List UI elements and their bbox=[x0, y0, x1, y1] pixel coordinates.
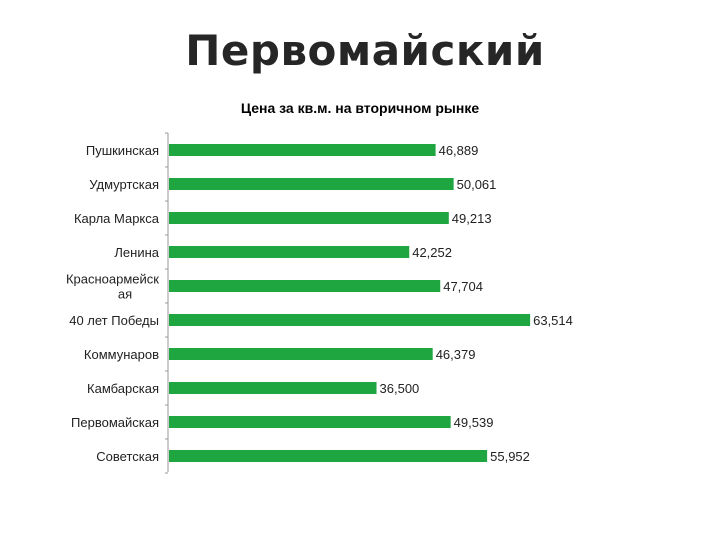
value-label: 50,061 bbox=[457, 177, 497, 192]
value-label: 49,213 bbox=[452, 211, 492, 226]
bar-3 bbox=[169, 212, 449, 224]
bar-6 bbox=[169, 314, 531, 326]
bar-9 bbox=[169, 416, 451, 428]
value-label: 42,252 bbox=[412, 245, 452, 260]
bar-2 bbox=[169, 178, 454, 190]
value-label: 55,952 bbox=[490, 449, 530, 464]
category-label: 40 лет Победы bbox=[69, 313, 159, 328]
bar-1 bbox=[169, 144, 436, 156]
category-label: Коммунаров bbox=[84, 347, 159, 362]
category-label: Пушкинская bbox=[86, 143, 159, 158]
value-label: 47,704 bbox=[443, 279, 483, 294]
page-title: Первомайский bbox=[185, 26, 545, 75]
bar-4 bbox=[169, 246, 410, 258]
value-label: 63,514 bbox=[533, 313, 573, 328]
category-label: Карла Маркса bbox=[74, 211, 160, 226]
category-label: Первомайская bbox=[71, 415, 159, 430]
bar-5 bbox=[169, 280, 441, 292]
category-label: Камбарская bbox=[87, 381, 159, 396]
bar-7 bbox=[169, 348, 433, 360]
value-label: 46,889 bbox=[439, 143, 479, 158]
category-label: Красноармейск ая bbox=[66, 272, 159, 302]
chart-title: Цена за кв.м. на вторичном рынке bbox=[241, 100, 480, 116]
value-label: 36,500 bbox=[380, 381, 420, 396]
bar-10 bbox=[169, 450, 488, 462]
category-label: Удмуртская bbox=[89, 177, 159, 192]
value-label: 46,379 bbox=[436, 347, 476, 362]
category-label: Советская bbox=[96, 449, 159, 464]
bar-8 bbox=[169, 382, 377, 394]
value-label: 49,539 bbox=[454, 415, 494, 430]
category-label: Ленина bbox=[114, 245, 159, 260]
